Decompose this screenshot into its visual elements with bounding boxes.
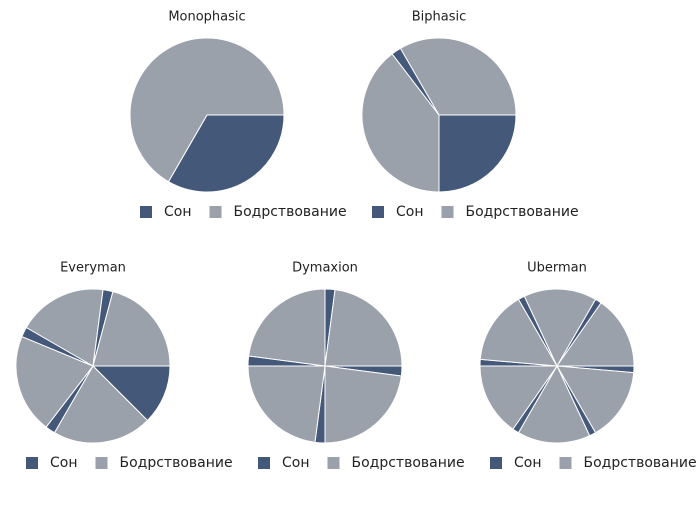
pie-slice — [399, 37, 517, 116]
chart-title: Monophasic — [168, 10, 245, 25]
pie-slice — [247, 365, 326, 443]
pie-slice — [324, 365, 402, 444]
legend-swatch — [26, 457, 38, 469]
chart-title: Biphasic — [412, 10, 467, 25]
pie-slice — [15, 335, 94, 428]
pie-slice — [523, 288, 597, 368]
legend-swatch — [372, 206, 384, 218]
pie-slice — [91, 365, 171, 422]
pie-slice — [167, 114, 285, 193]
pie-slice — [438, 114, 517, 193]
legend-swatch — [258, 457, 270, 469]
legend-label: Сон — [50, 455, 78, 471]
legend-label: Сон — [164, 204, 192, 220]
pie-slice — [92, 291, 171, 367]
pie-slice — [479, 298, 558, 367]
legend-label: Сон — [514, 455, 542, 471]
pie-slice — [129, 37, 285, 183]
pie-slice — [556, 302, 635, 367]
legend-label: Сон — [282, 455, 310, 471]
pie-slice — [53, 365, 149, 444]
legend-swatch — [95, 457, 108, 469]
chart-title: Dymaxion — [292, 261, 358, 276]
legend-label: Бодрствование — [120, 455, 233, 471]
pie-slice — [25, 288, 104, 367]
pie-slice — [361, 53, 440, 193]
legend-label: Бодрствование — [352, 455, 465, 471]
pie-slice — [324, 289, 403, 367]
pie-slice — [479, 365, 558, 430]
pie-slice — [517, 364, 591, 444]
legend-label: Сон — [396, 204, 424, 220]
legend-label: Бодрствование — [584, 455, 697, 471]
pie-slice — [248, 288, 326, 367]
legend-swatch — [441, 206, 454, 218]
legend-label: Бодрствование — [466, 204, 579, 220]
chart-title: Everyman — [60, 261, 126, 276]
legend-swatch — [559, 457, 572, 469]
chart-title: Uberman — [527, 261, 587, 276]
legend-swatch — [490, 457, 502, 469]
legend-swatch — [327, 457, 340, 469]
pie-slice — [556, 365, 635, 434]
legend-swatch — [209, 206, 222, 218]
legend-swatch — [140, 206, 152, 218]
legend-label: Бодрствование — [234, 204, 347, 220]
